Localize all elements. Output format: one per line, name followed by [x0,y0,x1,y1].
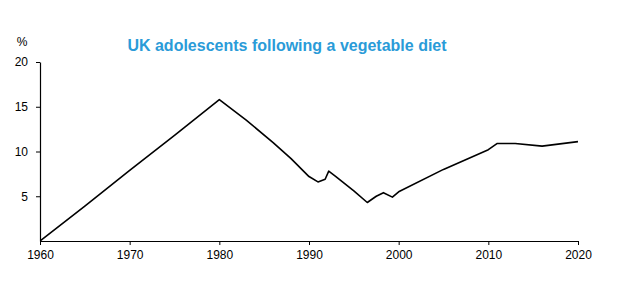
y-axis-title: % [17,35,28,49]
x-tick-mark [399,241,400,245]
x-tick-label: 1980 [206,248,233,262]
x-axis: 1960 1970 1980 1990 2000 2010 2020 [27,241,592,262]
y-tick: 10 [15,145,40,159]
x-tick: 1960 [27,241,54,262]
y-tick-mark [36,62,40,63]
y-tick-mark [36,152,40,153]
x-tick: 2000 [386,241,413,262]
y-tick-mark [36,107,40,108]
x-tick-mark [578,241,579,245]
x-tick: 2010 [475,241,502,262]
y-tick-label: 10 [15,145,29,159]
x-tick-label: 2000 [386,248,413,262]
x-tick: 1970 [117,241,144,262]
x-tick: 1990 [296,241,323,262]
x-tick-label: 1960 [27,248,54,262]
x-tick-mark [40,241,41,245]
chart: 1960 1970 1980 1990 2000 2010 2020 5 10 15 20% UK a… [0,0,630,302]
x-tick-label: 1970 [117,248,144,262]
y-tick: 20 [15,55,40,69]
y-tick-label: 20 [15,55,29,69]
y-tick: 15 [15,100,40,114]
x-tick-label: 1990 [296,248,323,262]
x-tick-mark [488,241,489,245]
plot: 1960 1970 1980 1990 2000 2010 2020 5 10 15 20 [15,55,593,261]
x-tick-mark [219,241,220,245]
y-axis: 5 10 15 20 [15,55,41,241]
x-tick: 2020 [565,241,592,262]
data-line [40,100,578,241]
x-tick-label: 2020 [565,248,592,262]
x-tick: 1980 [206,241,233,262]
series [40,100,578,241]
x-tick-mark [130,241,131,245]
y-tick-label: 5 [21,190,28,204]
y-tick-label: 15 [15,100,29,114]
x-tick-label: 2010 [475,248,502,262]
title: UK adolescents following a vegetable die… [127,37,447,54]
y-axis-line [40,63,41,242]
y-tick: 5 [21,190,40,204]
y-tick-mark [36,196,40,197]
x-tick-mark [309,241,310,245]
